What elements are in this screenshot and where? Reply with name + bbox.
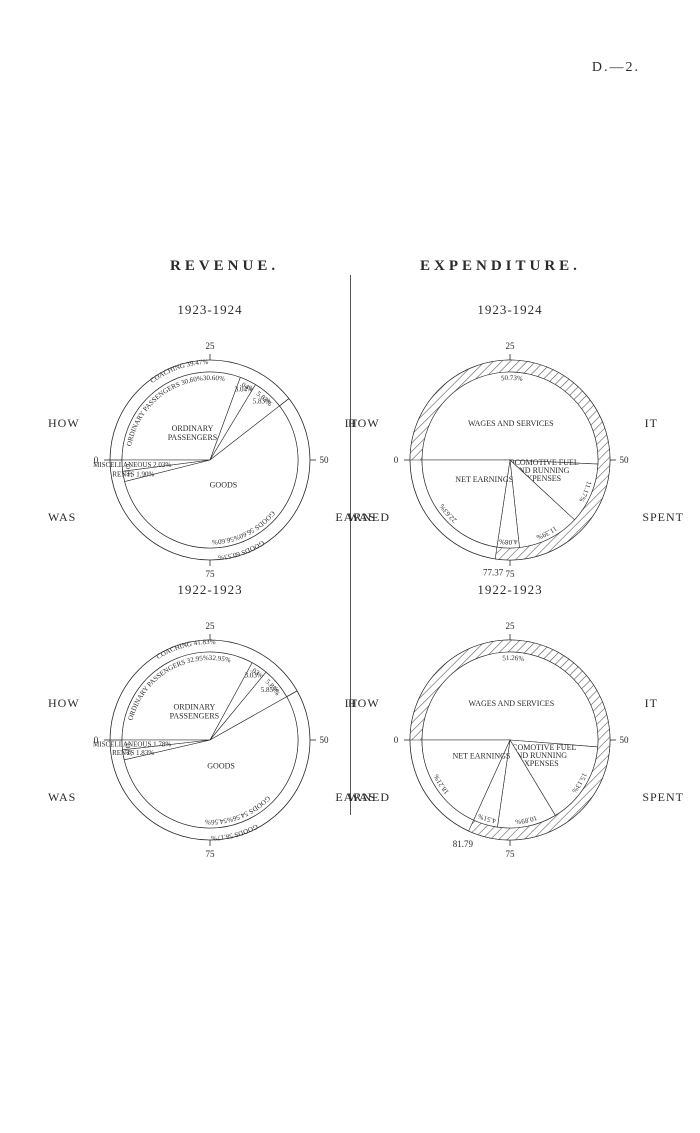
svg-text:4.08%: 4.08%	[499, 537, 518, 546]
svg-text:75: 75	[206, 569, 216, 579]
label-spent: SPENT	[642, 510, 684, 525]
svg-text:NET EARNINGS: NET EARNINGS	[455, 475, 513, 484]
page-number: D.—2.	[592, 60, 640, 76]
svg-text:3.03%: 3.03%	[245, 671, 263, 679]
label-it: IT	[645, 696, 658, 711]
chart-revenue-1922-1923: 1922-1923 0255075COACHING 41.83%GOODS 58…	[80, 610, 340, 870]
column-divider	[350, 275, 351, 815]
svg-text:PASSENGERS: PASSENGERS	[170, 712, 220, 721]
svg-text:50: 50	[320, 455, 330, 465]
chart-year-title: 1922-1923	[80, 582, 340, 598]
svg-text:75: 75	[506, 849, 516, 859]
svg-text:25: 25	[206, 341, 216, 351]
svg-text:25: 25	[506, 341, 516, 351]
heading-revenue: REVENUE.	[170, 258, 279, 275]
label-how: HOW	[48, 416, 80, 431]
svg-text:51.26%: 51.26%	[502, 654, 525, 663]
svg-text:PASSENGERS: PASSENGERS	[168, 433, 218, 442]
label-was: WAS	[348, 510, 376, 525]
svg-text:25: 25	[506, 621, 516, 631]
svg-text:ORDINARY: ORDINARY	[172, 424, 214, 433]
chart-svg: 0255075COACHING 41.83%GOODS 58.17%ORDINA…	[80, 610, 340, 870]
svg-text:GOODS: GOODS	[207, 762, 235, 771]
heading-expenditure: EXPENDITURE.	[420, 258, 581, 275]
chart-year-title: 1923-1924	[380, 302, 640, 318]
svg-text:RENTS 1.90%: RENTS 1.90%	[112, 471, 154, 479]
chart-expenditure-1922-1923: 1922-1923 025507581.7951.26%WAGES AND SE…	[380, 610, 640, 870]
chart-year-title: 1923-1924	[80, 302, 340, 318]
svg-text:MISCELLANEOUS 1.78%: MISCELLANEOUS 1.78%	[93, 740, 171, 748]
label-how: HOW	[348, 696, 380, 711]
svg-text:81.79: 81.79	[453, 839, 474, 849]
chart-year-title: 1922-1923	[380, 582, 640, 598]
svg-text:3.04%: 3.04%	[235, 386, 253, 394]
svg-text:5.85%: 5.85%	[261, 686, 279, 694]
page: D.—2. REVENUE. EXPENDITURE. 1923-1924 0 2…	[0, 0, 700, 1133]
svg-text:75: 75	[506, 569, 516, 579]
label-it: IT	[645, 416, 658, 431]
svg-text:5.83%: 5.83%	[253, 398, 271, 406]
chart-revenue-1923-1924: 1923-1924 0255075COACHING 39.47%GOODS 60…	[80, 330, 340, 590]
chart-svg: 025507581.7951.26%WAGES AND SERVICES15.1…	[380, 610, 640, 870]
chart-expenditure-1923-1924: 1923-1924 025507577.3750.73%WAGES AND SE…	[380, 330, 640, 590]
svg-text:WAGES AND SERVICES: WAGES AND SERVICES	[469, 699, 555, 708]
label-how: HOW	[48, 696, 80, 711]
svg-text:0: 0	[394, 455, 399, 465]
label-was: WAS	[48, 510, 76, 525]
svg-text:75: 75	[206, 849, 216, 859]
label-was: WAS	[48, 790, 76, 805]
svg-text:50: 50	[620, 455, 630, 465]
svg-text:77.37: 77.37	[483, 568, 504, 578]
label-how: HOW	[348, 416, 380, 431]
svg-text:0: 0	[394, 735, 399, 745]
svg-text:25: 25	[206, 621, 216, 631]
svg-text:50.73%: 50.73%	[501, 374, 524, 383]
svg-text:MISCELLANEOUS 2.03%: MISCELLANEOUS 2.03%	[93, 461, 171, 469]
svg-text:RENTS 1.83%: RENTS 1.83%	[112, 749, 154, 757]
svg-text:50: 50	[320, 735, 330, 745]
chart-svg: 025507577.3750.73%WAGES AND SERVICES11.1…	[380, 330, 640, 590]
svg-text:WAGES AND SERVICES: WAGES AND SERVICES	[468, 419, 554, 428]
label-spent: SPENT	[642, 790, 684, 805]
chart-svg: 0255075COACHING 39.47%GOODS 60.53%ORDINA…	[80, 330, 340, 590]
svg-text:NET EARNINGS: NET EARNINGS	[452, 751, 510, 760]
svg-text:ORDINARY: ORDINARY	[173, 703, 215, 712]
svg-text:GOODS: GOODS	[210, 480, 238, 489]
svg-text:50: 50	[620, 735, 630, 745]
label-was: WAS	[348, 790, 376, 805]
